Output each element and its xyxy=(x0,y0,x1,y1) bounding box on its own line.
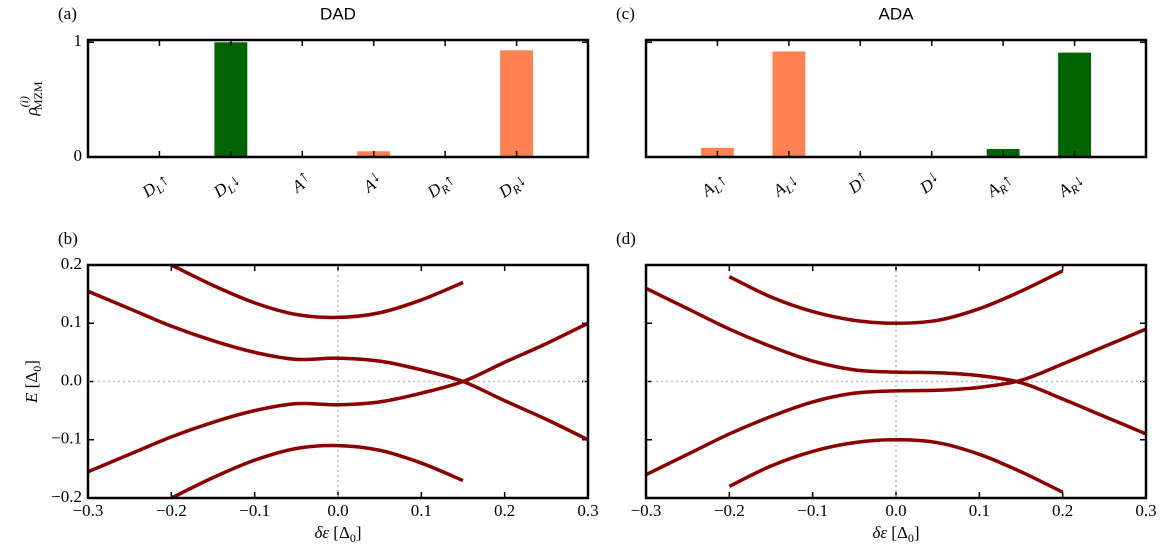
bar xyxy=(772,51,806,157)
x-tick-label: 0.0 xyxy=(327,501,348,520)
text-part: ] xyxy=(22,360,41,366)
line xyxy=(170,443,464,500)
axis-label: E [Δ0] xyxy=(22,360,44,404)
axis-label: ρ(i)MZM xyxy=(17,81,45,117)
x-tick-label: −0.1 xyxy=(797,501,828,520)
line xyxy=(728,269,1064,325)
text-part: δε xyxy=(314,523,329,542)
chart-title: DAD xyxy=(320,4,356,23)
line xyxy=(170,263,464,320)
text-part: MZM xyxy=(31,81,45,110)
x-tick-label: −0.1 xyxy=(239,501,270,520)
x-tick-label: 0.0 xyxy=(885,501,906,520)
x-tick-label: −0.2 xyxy=(714,501,745,520)
axes-frame xyxy=(86,38,590,159)
y-tick-label: 1 xyxy=(74,31,83,50)
bar xyxy=(1058,52,1091,157)
panel-label: (a) xyxy=(58,4,77,23)
text-part: 0 xyxy=(350,531,356,545)
x-tick-label: 0.1 xyxy=(411,501,432,520)
text-part: 0 xyxy=(30,366,44,372)
x-tick-label: −0.3 xyxy=(73,501,104,520)
x-tick-label: 0.2 xyxy=(494,501,515,520)
text-part: [Δ xyxy=(22,372,41,393)
panel-label: (c) xyxy=(616,4,635,23)
x-tick-label: 0.3 xyxy=(1135,501,1156,520)
x-tick-label: −0.2 xyxy=(156,501,187,520)
text-part: δε xyxy=(872,523,887,542)
x-tick-label: 0.2 xyxy=(1052,501,1073,520)
y-tick-label: −0.1 xyxy=(51,429,82,448)
text-part: (i) xyxy=(17,96,31,107)
line xyxy=(87,289,589,442)
line xyxy=(645,286,1147,436)
panel-label: (b) xyxy=(58,229,78,248)
text-part: ] xyxy=(356,523,362,542)
text-part: ] xyxy=(914,523,920,542)
x-tick-label: −0.3 xyxy=(631,501,662,520)
y-tick-label: 0.1 xyxy=(61,312,82,331)
axes-frame xyxy=(86,263,590,500)
text-part: 0 xyxy=(908,531,914,545)
x-tick-label: D↓ xyxy=(913,166,945,198)
x-tick-label: DR↓ xyxy=(494,170,530,205)
x-tick-label: A↓ xyxy=(356,166,386,197)
panel-label: (d) xyxy=(616,229,636,248)
y-tick-label: −0.2 xyxy=(51,487,82,506)
x-tick-label: 0.3 xyxy=(577,501,598,520)
bar xyxy=(214,42,248,158)
x-tick-label: DL↑ xyxy=(138,170,174,204)
x-tick-label: DL↓ xyxy=(209,170,245,204)
chart-title: ADA xyxy=(879,4,915,23)
x-tick-label: A↑ xyxy=(285,166,315,197)
axes-frame xyxy=(644,263,1148,500)
x-tick-label: AL↑ xyxy=(697,170,731,203)
y-tick-label: 0.0 xyxy=(61,370,82,389)
axis-label: δε [Δ0] xyxy=(314,523,361,545)
x-tick-label: AL↓ xyxy=(769,170,803,203)
axes-frame xyxy=(644,38,1148,159)
x-tick-label: AR↑ xyxy=(982,170,1017,204)
y-tick-label: 0 xyxy=(74,146,83,165)
line xyxy=(728,438,1064,494)
x-tick-label: AR↓ xyxy=(1054,170,1089,204)
x-tick-label: D↑ xyxy=(841,166,873,198)
bar xyxy=(500,50,533,157)
y-tick-label: 0.2 xyxy=(61,254,82,273)
x-tick-label: DR↑ xyxy=(423,170,459,205)
text-part: [Δ xyxy=(329,523,350,542)
text-part: E xyxy=(22,392,41,404)
x-tick-label: 0.1 xyxy=(969,501,990,520)
line xyxy=(87,321,589,474)
line xyxy=(645,327,1147,477)
text-part: ρ xyxy=(22,107,41,116)
text-part: [Δ xyxy=(887,523,908,542)
axis-label: δε [Δ0] xyxy=(872,523,919,545)
